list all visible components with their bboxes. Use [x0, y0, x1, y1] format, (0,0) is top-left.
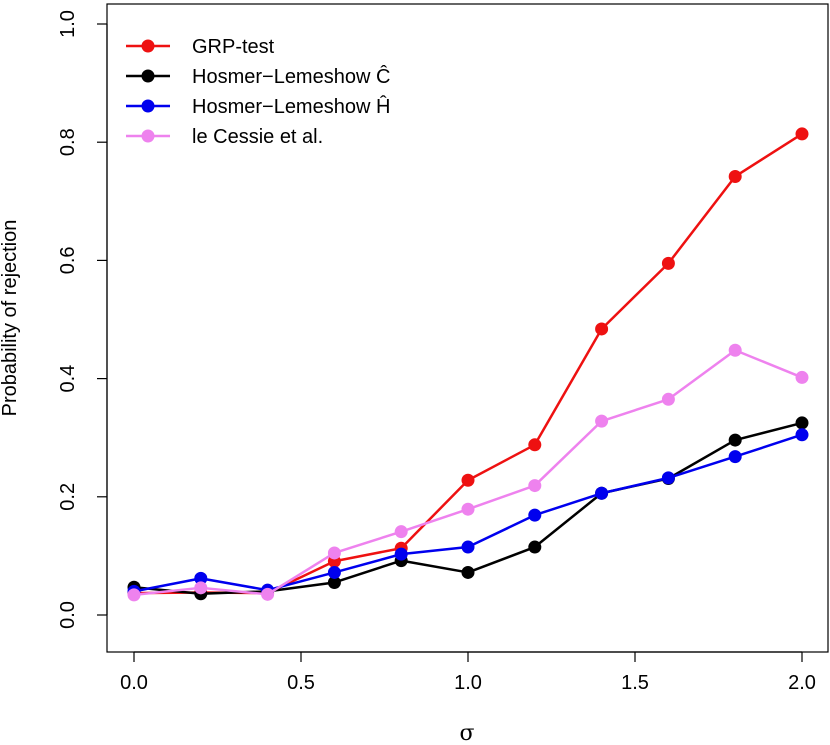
x-tick-label: 0.5 — [287, 672, 315, 694]
data-point — [194, 581, 208, 595]
data-point — [795, 416, 809, 430]
data-point — [661, 256, 675, 270]
legend: GRP-test Hosmer−Lemeshow Ĉ Hosmer−Lemeshow… — [126, 36, 390, 148]
data-point — [728, 433, 742, 447]
data-point — [194, 571, 208, 585]
data-point — [461, 473, 475, 487]
x-axis-title: σ — [459, 721, 474, 745]
legend-item: Hosmer−Lemeshow Ĉ — [126, 65, 390, 88]
x-tick-label: 1.0 — [454, 672, 482, 694]
data-point — [795, 428, 809, 442]
x-tick-label: 1.5 — [621, 672, 649, 694]
y-axis: 0.0 0.2 0.4 0.6 0.8 1.0 — [57, 10, 108, 629]
data-point — [595, 486, 609, 500]
data-point — [327, 575, 341, 589]
data-point — [528, 438, 542, 452]
y-tick-label: 0.4 — [57, 365, 79, 393]
y-tick-label: 0.8 — [57, 128, 79, 156]
data-point — [394, 525, 408, 539]
series-2 — [127, 428, 809, 598]
legend-item: Hosmer−Lemeshow Ĥ — [126, 95, 390, 118]
data-point — [127, 588, 141, 602]
y-tick-label: 0.0 — [57, 601, 79, 629]
legend-label: Hosmer−Lemeshow Ĉ — [192, 65, 390, 88]
data-point — [528, 479, 542, 493]
x-axis: 0.0 0.5 1.0 1.5 2.0 — [120, 651, 816, 694]
legend-marker — [141, 39, 155, 53]
series-layer — [127, 127, 809, 602]
data-point — [327, 546, 341, 560]
legend-label: Hosmer−Lemeshow Ĥ — [192, 95, 390, 118]
series-0 — [127, 127, 809, 600]
data-point — [728, 169, 742, 183]
data-point — [728, 343, 742, 357]
y-axis-title: Probability of rejection — [0, 220, 21, 417]
legend-marker — [141, 129, 155, 143]
y-tick-label: 0.2 — [57, 483, 79, 511]
x-tick-label: 0.0 — [120, 672, 148, 694]
series-3 — [127, 343, 809, 602]
data-point — [394, 547, 408, 561]
legend-label: le Cessie et al. — [192, 126, 323, 148]
data-point — [595, 414, 609, 428]
data-point — [661, 471, 675, 485]
y-tick-label: 0.6 — [57, 246, 79, 274]
legend-marker — [141, 69, 155, 83]
data-point — [595, 322, 609, 336]
data-point — [728, 450, 742, 464]
legend-label: GRP-test — [192, 36, 275, 58]
data-point — [461, 502, 475, 516]
legend-marker — [141, 99, 155, 113]
series-line — [133, 132, 803, 595]
series-line — [133, 348, 803, 597]
data-point — [795, 370, 809, 384]
data-point — [461, 540, 475, 554]
data-point — [528, 508, 542, 522]
data-point — [261, 587, 275, 601]
data-point — [327, 565, 341, 579]
data-point — [661, 392, 675, 406]
y-tick-label: 1.0 — [57, 10, 79, 38]
data-point — [528, 540, 542, 554]
legend-item: GRP-test — [126, 36, 275, 58]
data-point — [461, 565, 475, 579]
x-tick-label: 2.0 — [788, 672, 816, 694]
data-point — [795, 127, 809, 141]
legend-item: le Cessie et al. — [126, 126, 323, 148]
